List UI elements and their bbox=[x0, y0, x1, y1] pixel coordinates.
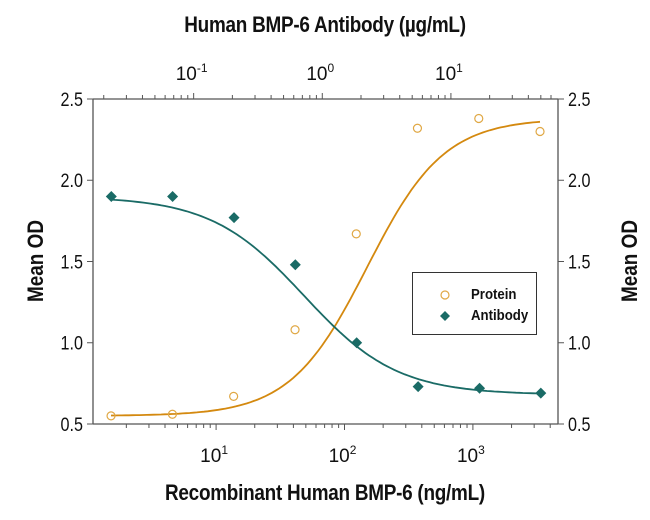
protein-data-point bbox=[106, 411, 116, 421]
antibody-data-point bbox=[228, 212, 240, 224]
y-tick-label-right: 2.5 bbox=[568, 89, 591, 111]
legend-item-protein: Protein bbox=[413, 285, 538, 305]
x-top-tick-label: 100 bbox=[306, 61, 334, 85]
antibody-data-point bbox=[412, 381, 424, 393]
antibody-data-point bbox=[105, 191, 117, 202]
y-tick-label-left: 2.5 bbox=[61, 89, 84, 111]
legend-label-protein: Protein bbox=[471, 286, 517, 303]
y-tick-label-left: 1.0 bbox=[61, 333, 84, 355]
x-bottom-tick-label: 101 bbox=[200, 443, 228, 467]
y-tick-label-right: 0.5 bbox=[568, 414, 591, 436]
y-tick-label-right: 2.0 bbox=[568, 170, 591, 192]
x-axis-title: Recombinant Human BMP-6 (ng/mL) bbox=[165, 480, 485, 505]
legend-item-antibody: Antibody bbox=[413, 306, 538, 326]
fit-curves bbox=[111, 120, 541, 417]
antibody-data-point bbox=[167, 191, 179, 202]
y-tick-label-right: 1.0 bbox=[568, 333, 591, 355]
legend: Protein Antibody bbox=[412, 272, 537, 335]
x-top-tick-label: 101 bbox=[435, 61, 463, 85]
axes: 0.5 0.5 1.0 1.0 1.5 1.5 2.0 2.0 2.5 2.5 101 102 103 1… bbox=[61, 61, 591, 467]
y-tick-label-left: 1.5 bbox=[61, 251, 84, 273]
y-tick-label-left: 0.5 bbox=[61, 414, 84, 436]
y-tick-label-left: 2.0 bbox=[61, 170, 84, 192]
antibody-fit-curve bbox=[111, 198, 541, 395]
protein-data-point bbox=[535, 126, 545, 137]
protein-data-point bbox=[229, 391, 239, 401]
antibody-data-point bbox=[351, 337, 363, 349]
x-bottom-tick-label: 102 bbox=[329, 443, 357, 467]
antibody-data-point bbox=[289, 259, 301, 271]
protein-data-point bbox=[474, 113, 484, 124]
top-axis-title: Human BMP-6 Antibody (µg/mL) bbox=[184, 12, 466, 37]
x-top-tick-label: 10-1 bbox=[176, 61, 208, 85]
protein-data-point bbox=[351, 229, 361, 239]
protein-fit-curve bbox=[111, 120, 541, 417]
data-points bbox=[105, 113, 547, 421]
x-bottom-tick-label: 103 bbox=[457, 443, 485, 467]
open-circle-icon bbox=[440, 290, 450, 300]
y-axis-title-right: Mean OD bbox=[617, 220, 642, 303]
protein-data-point bbox=[167, 409, 178, 419]
filled-diamond-icon bbox=[440, 311, 450, 321]
protein-data-point bbox=[290, 325, 300, 335]
protein-data-point bbox=[412, 123, 423, 133]
antibody-data-point bbox=[535, 387, 547, 399]
y-axis-title-left: Mean OD bbox=[23, 220, 48, 303]
y-tick-label-right: 1.5 bbox=[568, 251, 591, 273]
legend-label-antibody: Antibody bbox=[471, 307, 529, 324]
antibody-data-point bbox=[474, 382, 486, 394]
